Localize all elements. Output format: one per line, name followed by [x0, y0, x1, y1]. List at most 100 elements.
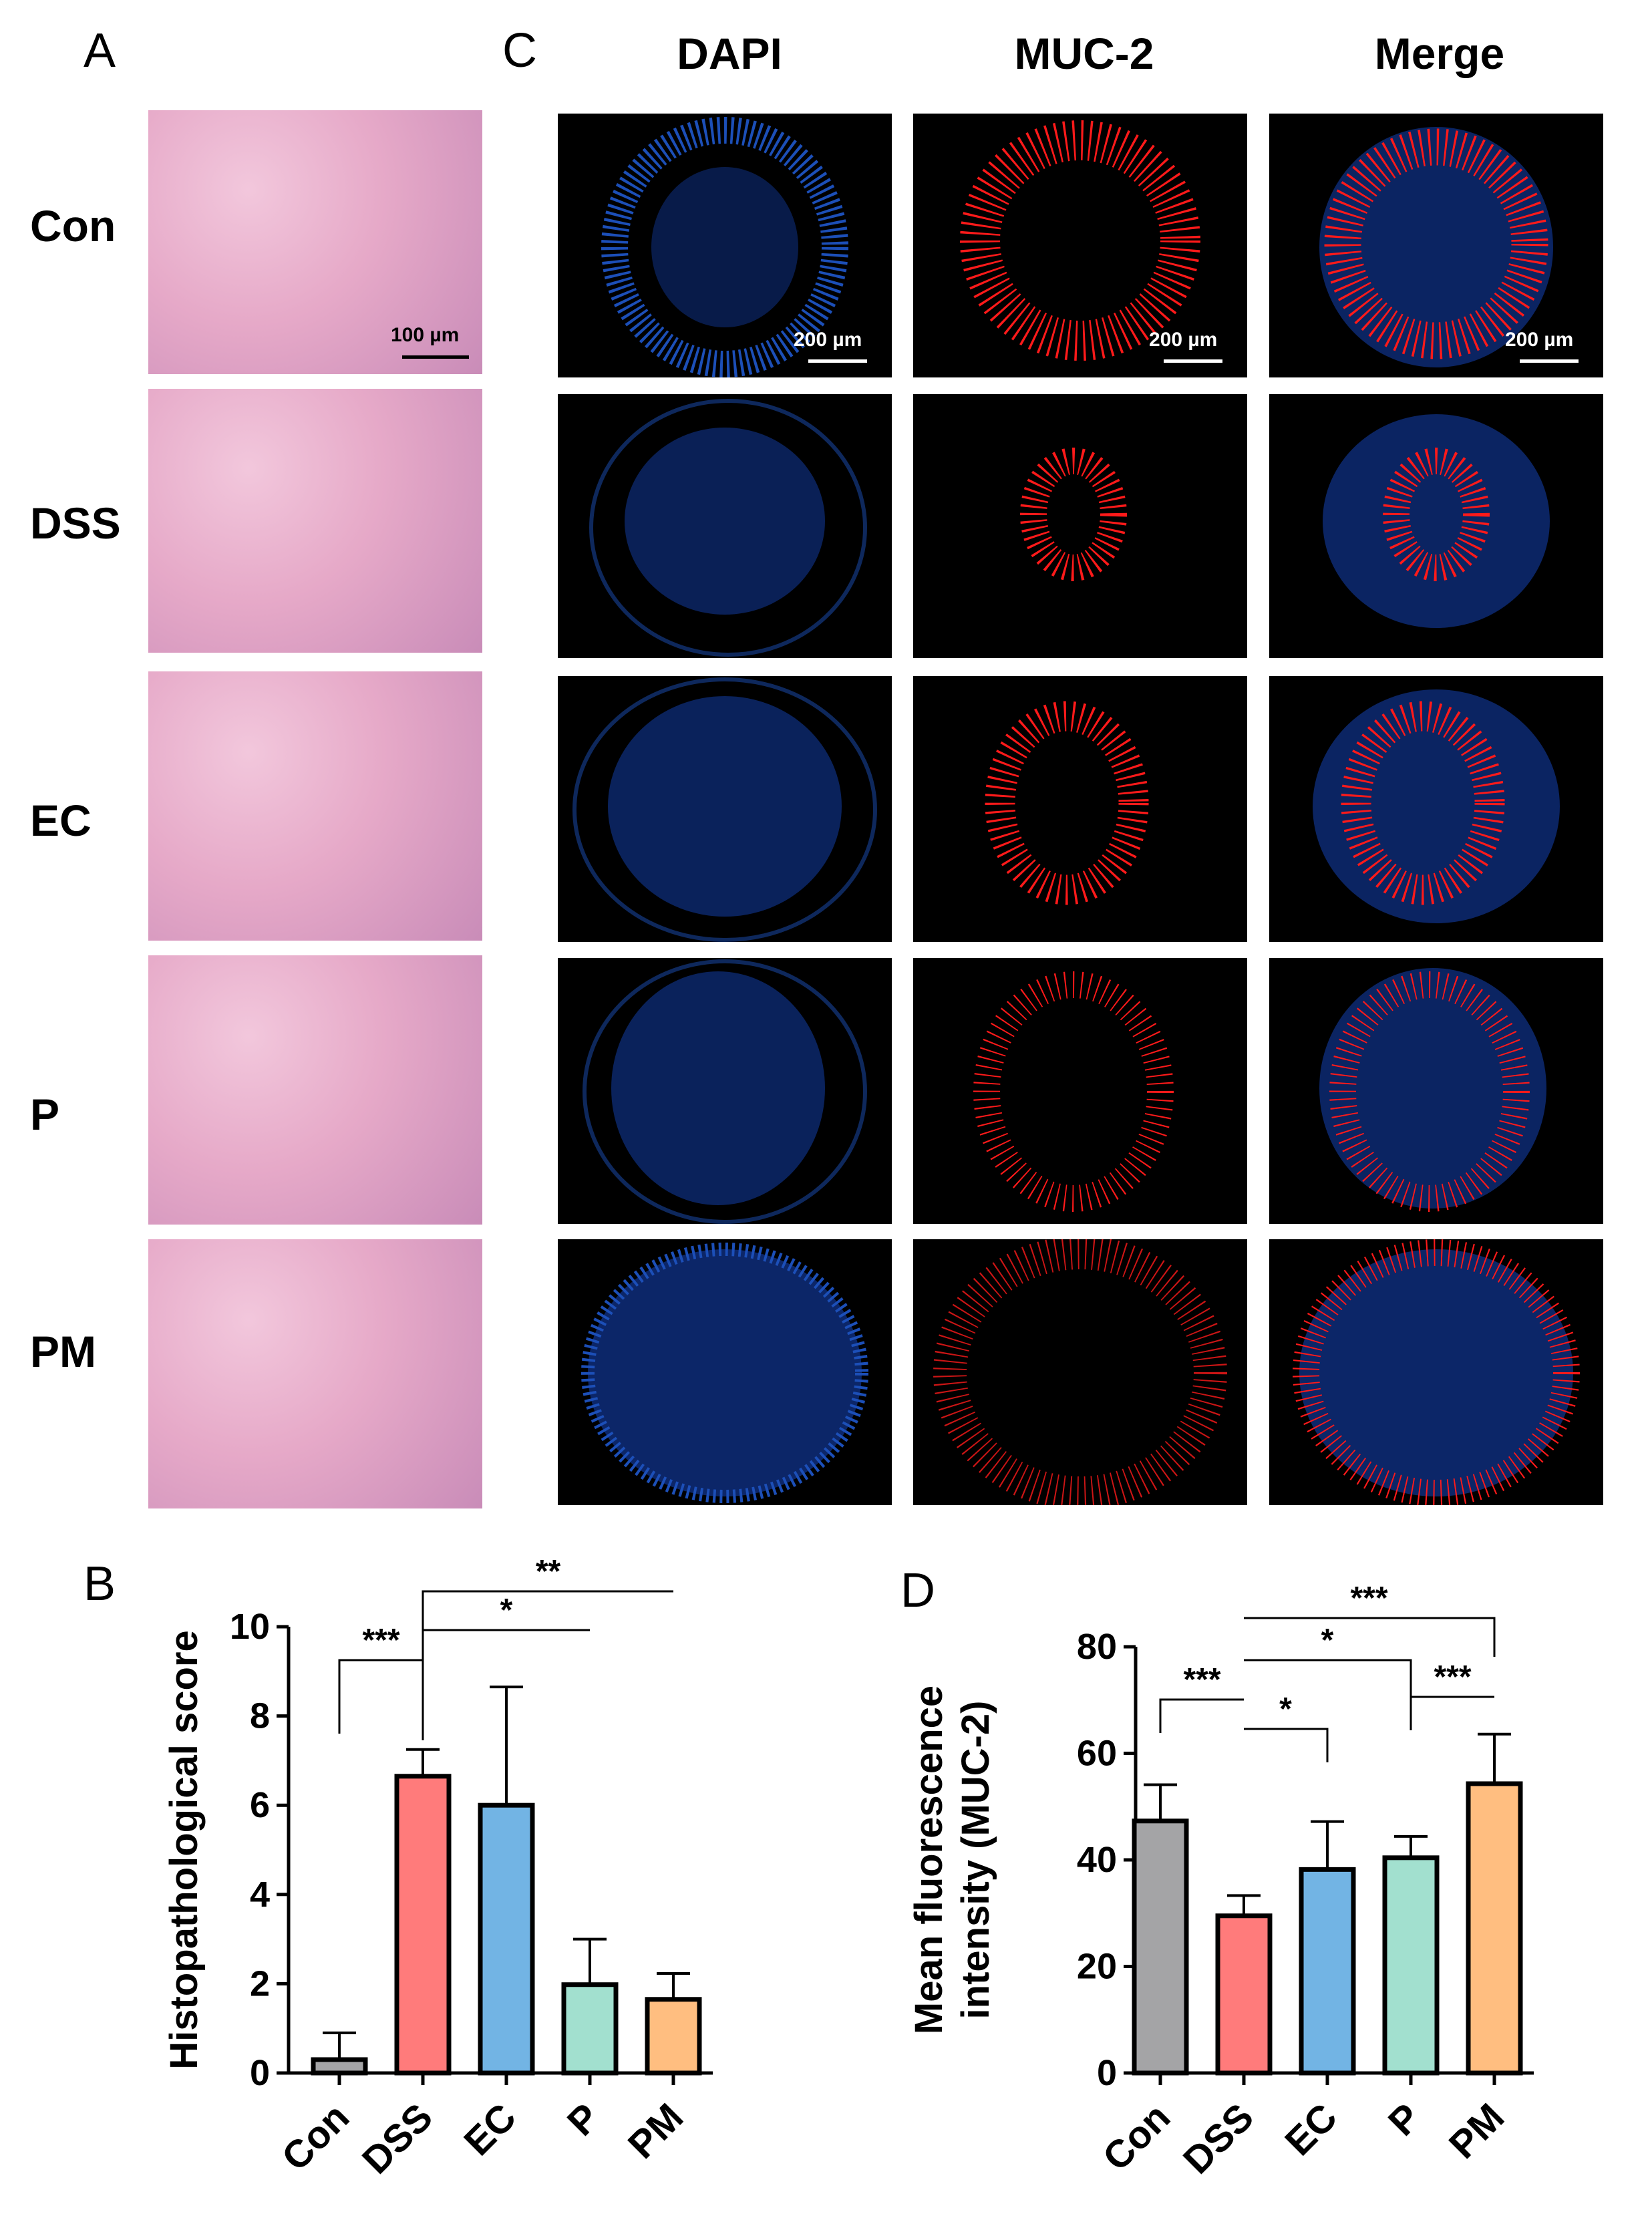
if-image-p-muc2 — [913, 958, 1247, 1224]
significance-label: *** — [1434, 1659, 1471, 1695]
if-image-ec-merge — [1269, 676, 1603, 942]
bar-pm — [1466, 1781, 1523, 2076]
scalebar-label-if-merge: 200 µm — [1505, 329, 1574, 351]
if-image-pm-merge — [1269, 1239, 1603, 1505]
significance-bracket — [422, 1590, 673, 1651]
panel-label-d: D — [900, 1564, 935, 1617]
y-tick-label: 6 — [250, 1785, 270, 1825]
bar-dss — [394, 1774, 452, 2076]
column-header-merge: Merge — [1374, 29, 1505, 78]
scalebar-if-merge — [1520, 359, 1579, 363]
significance-label: *** — [362, 1623, 399, 1658]
tissue-muc2 — [1020, 448, 1127, 581]
panel-label-b: B — [84, 1557, 116, 1611]
bar-con — [311, 2057, 368, 2076]
bar-dss — [1215, 1913, 1273, 2076]
tissue-muc2 — [973, 971, 1174, 1212]
he-image-p — [148, 955, 482, 1225]
tissue-dapi — [601, 117, 848, 377]
if-image-pm-dapi — [558, 1239, 892, 1505]
y-axis-label: Mean fluorescence — [907, 1686, 951, 2034]
y-tick-label: 10 — [230, 1607, 270, 1647]
if-image-con-merge — [1269, 114, 1603, 377]
bar-con — [1132, 1818, 1189, 2076]
x-tick-label: Con — [1095, 2095, 1179, 2179]
column-header-dapi: DAPI — [677, 29, 782, 78]
tissue-muc2 — [960, 120, 1200, 361]
y-tick-label: 60 — [1077, 1734, 1117, 1774]
row-label-ec: EC — [30, 796, 92, 845]
y-tick-label: 20 — [1077, 1947, 1117, 1987]
row-label-p: P — [30, 1090, 60, 1139]
y-tick-label: 2 — [250, 1963, 270, 2004]
x-tick-label: PM — [1441, 2095, 1512, 2167]
tissue-merge — [1319, 127, 1553, 367]
y-tick-label: 80 — [1077, 1627, 1117, 1667]
x-tick-label: EC — [1277, 2095, 1345, 2164]
row-label-dss: DSS — [30, 498, 121, 548]
x-tick-label: DSS — [1175, 2095, 1262, 2182]
tissue-merge — [1293, 1239, 1580, 1505]
mean-fluorescence-chart: 0 20 40 60 80 Mean fluorescence intensity (MUC… — [907, 1581, 1534, 2183]
significance-bracket — [1159, 1698, 1244, 1733]
if-image-pm-muc2 — [913, 1239, 1247, 1505]
tissue-muc2 — [933, 1239, 1227, 1505]
y-axis-label: Histopathological score — [162, 1630, 206, 2069]
y-tick-label: 4 — [250, 1875, 270, 1915]
panel-label-a: A — [84, 24, 116, 77]
tissue-dapi — [583, 959, 867, 1224]
bar-pm — [645, 1997, 702, 2076]
scalebar-label-if-muc2: 200 µm — [1149, 329, 1218, 351]
x-tick-label: P — [559, 2095, 608, 2144]
significance-bracket — [1410, 1696, 1494, 1730]
y-tick-label: 0 — [1097, 2053, 1117, 2093]
x-tick-label: P — [1380, 2095, 1429, 2144]
significance-label: * — [1279, 1692, 1292, 1727]
he-image-con — [148, 110, 482, 374]
significance-bracket — [338, 1659, 424, 1740]
if-image-ec-muc2 — [913, 676, 1247, 942]
column-header-muc2: MUC-2 — [1014, 29, 1154, 78]
if-image-ec-dapi — [558, 676, 892, 942]
x-tick-label: EC — [456, 2095, 524, 2164]
bar-p — [1382, 1855, 1440, 2076]
if-image-p-dapi — [558, 958, 892, 1224]
row-label-pm: PM — [30, 1327, 96, 1376]
scalebar-label-if-dapi: 200 µm — [794, 329, 862, 351]
significance-label: * — [1321, 1623, 1334, 1658]
significance-label: *** — [1183, 1662, 1220, 1698]
y-axis-label: intensity (MUC-2) — [954, 1701, 997, 2020]
significance-bracket — [422, 1629, 590, 1690]
tissue-merge — [1313, 689, 1560, 923]
scalebar-if-muc2 — [1164, 359, 1222, 363]
row-label-con: Con — [30, 201, 116, 251]
significance-bracket — [1244, 1659, 1412, 1697]
y-tick-label: 0 — [250, 2053, 270, 2093]
tissue-dapi — [581, 1243, 868, 1503]
panel-label-c: C — [502, 24, 537, 77]
bar-p — [561, 1982, 619, 2076]
he-image-dss — [148, 389, 482, 653]
significance-label: * — [500, 1593, 513, 1628]
if-image-dss-dapi — [558, 394, 892, 658]
bar-ec — [1299, 1867, 1356, 2076]
significance-label: *** — [1350, 1581, 1387, 1616]
scalebar-if-dapi — [808, 359, 867, 363]
if-image-p-merge — [1269, 958, 1603, 1224]
tissue-dapi — [572, 677, 877, 942]
x-tick-label: PM — [620, 2095, 691, 2167]
he-image-pm — [148, 1239, 482, 1508]
tissue-dapi — [589, 399, 867, 657]
scalebar-he — [402, 355, 469, 359]
if-image-dss-merge — [1269, 394, 1603, 658]
significance-bracket — [1244, 1617, 1496, 1657]
he-image-ec — [148, 671, 482, 941]
y-tick-label: 8 — [250, 1696, 270, 1736]
bar-ec — [478, 1802, 535, 2076]
tissue-merge — [1323, 414, 1550, 628]
tissue-merge — [1319, 968, 1546, 1212]
y-tick-label: 40 — [1077, 1840, 1117, 1880]
if-image-dss-muc2 — [913, 394, 1247, 658]
